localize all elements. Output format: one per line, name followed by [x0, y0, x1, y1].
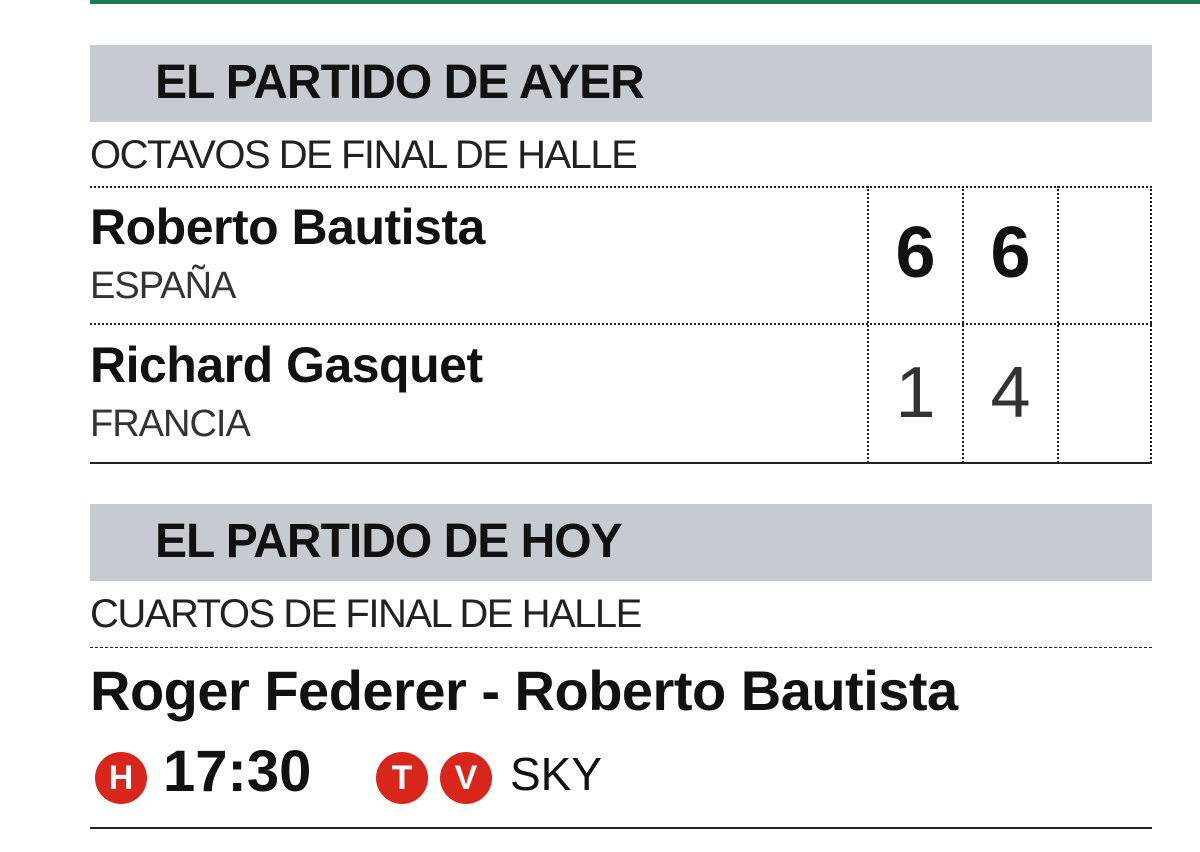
- player-name: Roberto Bautista: [90, 199, 485, 255]
- section-title: EL PARTIDO DE AYER: [155, 56, 645, 109]
- set-score: 6: [895, 213, 936, 293]
- round-label: CUARTOS DE FINAL DE HALLE: [90, 592, 642, 636]
- player-name: Richard Gasquet: [90, 337, 483, 393]
- set-score: 1: [895, 353, 936, 433]
- column-divider: [1057, 186, 1059, 463]
- match-title: Roger Federer - Roberto Bautista: [90, 659, 958, 722]
- round-label: OCTAVOS DE FINAL DE HALLE: [90, 133, 638, 177]
- set-score: 6: [990, 213, 1031, 293]
- set-score: 4: [990, 353, 1031, 433]
- divider: [90, 462, 1152, 464]
- column-divider: [962, 186, 964, 463]
- section-title: EL PARTIDO DE HOY: [155, 515, 623, 568]
- column-divider: [867, 186, 869, 463]
- player-country: ESPAÑA: [90, 265, 236, 307]
- tv-channel: SKY: [510, 748, 603, 800]
- divider: [90, 647, 1152, 648]
- divider: [90, 323, 1152, 325]
- section-header-yesterday: EL PARTIDO DE AYER: [90, 45, 1152, 122]
- match-time: 17:30: [163, 739, 312, 804]
- bottom-divider: [90, 827, 1152, 829]
- player-country: FRANCIA: [90, 403, 251, 445]
- tv-t-icon: T: [376, 752, 428, 804]
- section-header-today: EL PARTIDO DE HOY: [90, 504, 1152, 581]
- column-divider: [1150, 186, 1152, 463]
- tv-v-icon: V: [440, 752, 492, 804]
- top-accent-line: [90, 0, 1200, 4]
- divider: [90, 186, 1152, 188]
- hour-icon: H: [95, 752, 147, 804]
